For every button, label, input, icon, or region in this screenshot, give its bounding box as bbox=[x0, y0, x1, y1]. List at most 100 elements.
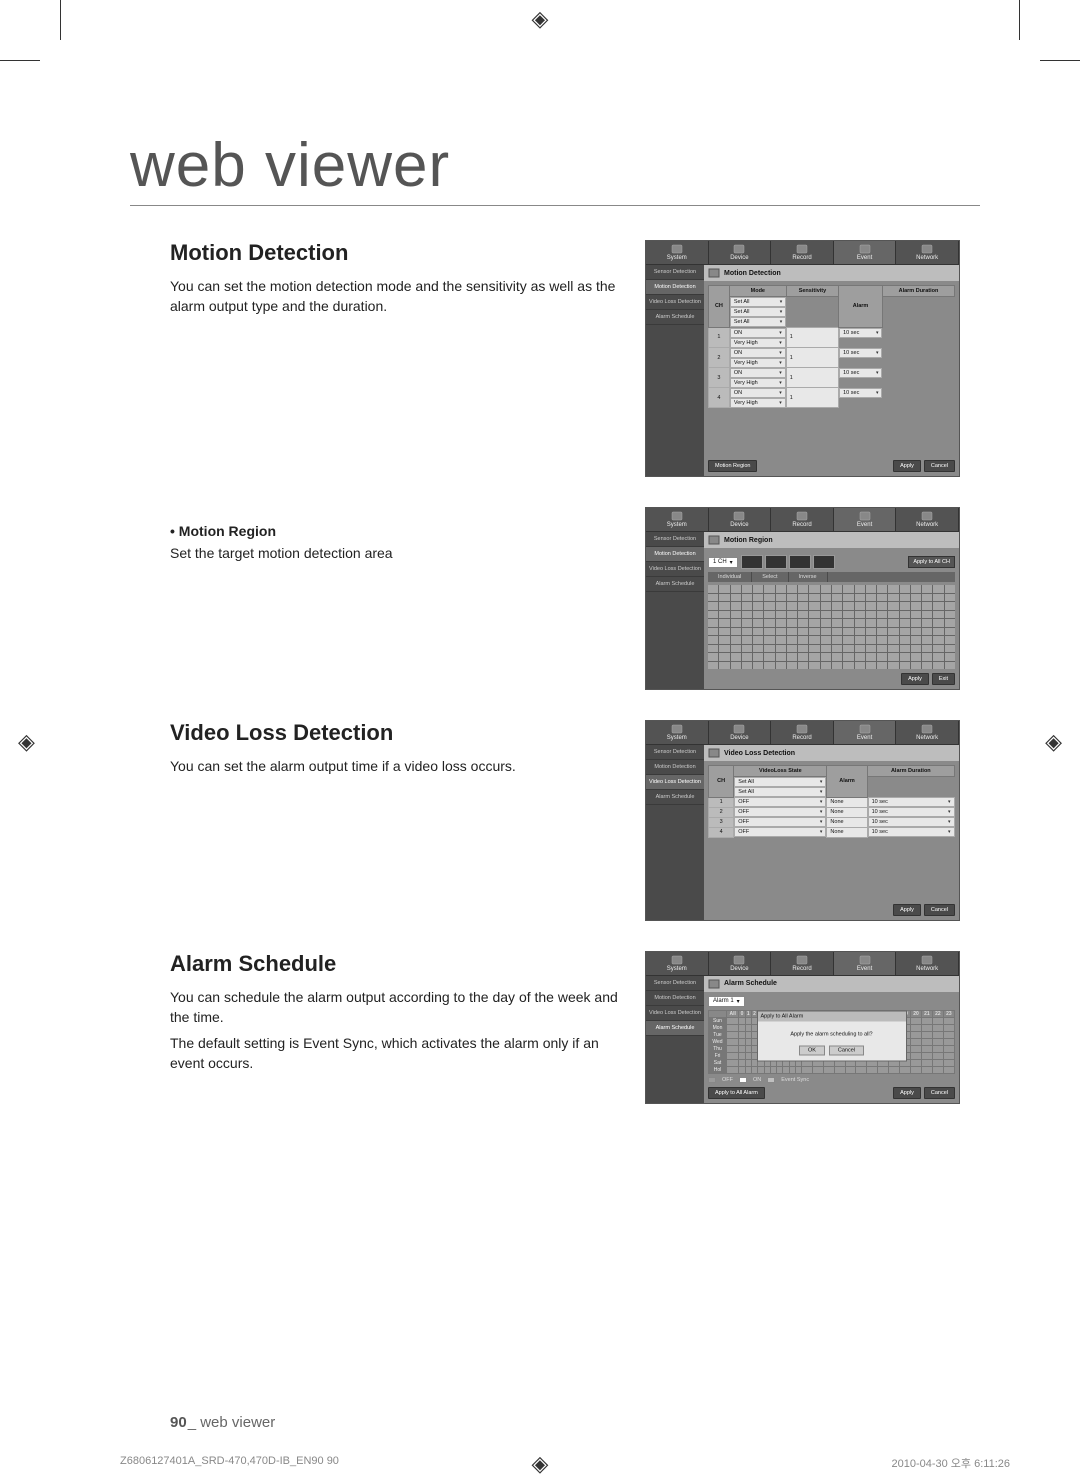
alarm-schedule-desc2: The default setting is Event Sync, which… bbox=[170, 1033, 627, 1074]
motion-region-desc: Set the target motion detection area bbox=[170, 543, 627, 563]
tab-event: Event bbox=[834, 508, 897, 531]
tab-network: Network bbox=[896, 952, 959, 975]
col-dur: Alarm Duration bbox=[882, 286, 954, 297]
alarm-select: Alarm 1 ▾ bbox=[708, 996, 745, 1007]
sidebar-item: Alarm Schedule bbox=[646, 1021, 704, 1036]
motion-detection-desc: You can set the motion detection mode an… bbox=[170, 276, 627, 317]
motion-grid bbox=[708, 585, 955, 669]
sidebar-item: Motion Detection bbox=[646, 760, 704, 775]
footer-text: web viewer bbox=[200, 1414, 275, 1431]
table-row: 4OFFNone10 sec bbox=[709, 827, 955, 837]
setall-dur: Set All bbox=[734, 787, 826, 797]
col-alarm: Alarm bbox=[839, 286, 883, 328]
dialog-title: Apply to All Alarm bbox=[758, 1012, 906, 1022]
panel-title: Motion Detection bbox=[704, 265, 959, 281]
table-row: 2OFFNone10 sec bbox=[709, 807, 955, 817]
channel-thumbs bbox=[741, 555, 835, 569]
cancel-button: Cancel bbox=[924, 460, 955, 472]
apply-button: Apply bbox=[893, 460, 921, 472]
table-row: 1OFFNone10 sec bbox=[709, 797, 955, 807]
motion-region-button: Motion Region bbox=[708, 460, 757, 472]
apply-all-ch-button: Apply to All CH bbox=[908, 556, 955, 568]
video-loss-desc: You can set the alarm output time if a v… bbox=[170, 756, 627, 776]
screenshot-motion-detection: SystemDeviceRecordEventNetworkSensor Det… bbox=[645, 240, 960, 477]
setall-state: Set All bbox=[734, 777, 826, 787]
panel-title: Alarm Schedule bbox=[704, 976, 959, 992]
tab-event: Event bbox=[834, 952, 897, 975]
sidebar-item: Motion Detection bbox=[646, 991, 704, 1006]
sidebar-item: Video Loss Detection bbox=[646, 775, 704, 790]
tab-network: Network bbox=[896, 721, 959, 744]
tab-record: Record bbox=[771, 952, 834, 975]
panel-title: Motion Region bbox=[704, 532, 959, 548]
dialog-cancel-button: Cancel bbox=[829, 1046, 864, 1056]
cancel-button: Cancel bbox=[924, 904, 955, 916]
dialog-ok-button: OK bbox=[799, 1046, 825, 1056]
tab-event: Event bbox=[834, 241, 897, 264]
col-alarm: Alarm bbox=[827, 766, 867, 798]
mode-Inverse: Inverse bbox=[789, 572, 828, 582]
col-state: VideoLoss State bbox=[734, 766, 827, 777]
exit-button: Exit bbox=[932, 673, 955, 685]
alarm-schedule-heading: Alarm Schedule bbox=[170, 951, 627, 977]
sidebar-item: Sensor Detection bbox=[646, 976, 704, 991]
tab-record: Record bbox=[771, 721, 834, 744]
print-metadata: Z6806127401A_SRD-470,470D-IB_EN90 90 201… bbox=[120, 1455, 1010, 1471]
table-row: 1ONVery High110 sec bbox=[709, 327, 955, 348]
print-date: 2010-04-30 오후 6:11:26 bbox=[891, 1455, 1010, 1471]
print-id: Z6806127401A_SRD-470,470D-IB_EN90 90 bbox=[120, 1455, 339, 1471]
page-title: web viewer bbox=[130, 130, 980, 206]
apply-button: Apply bbox=[893, 904, 921, 916]
apply-button: Apply bbox=[901, 673, 929, 685]
col-mode: Mode bbox=[729, 286, 786, 297]
setall-sens: Set All bbox=[730, 307, 786, 317]
screenshot-motion-region: SystemDeviceRecordEventNetworkSensor Det… bbox=[645, 507, 960, 690]
sidebar-item: Video Loss Detection bbox=[646, 295, 704, 310]
table-row: 3OFFNone10 sec bbox=[709, 817, 955, 827]
table-row: 3ONVery High110 sec bbox=[709, 368, 955, 388]
channel-select: 1 CH ▾ bbox=[708, 557, 738, 568]
tab-system: System bbox=[646, 508, 709, 531]
sidebar-item: Motion Detection bbox=[646, 280, 704, 295]
schedule-legend: OFFONEvent Sync bbox=[708, 1074, 955, 1083]
apply-button: Apply bbox=[893, 1087, 921, 1099]
tab-system: System bbox=[646, 241, 709, 264]
sidebar-item: Video Loss Detection bbox=[646, 562, 704, 577]
tab-device: Device bbox=[709, 952, 772, 975]
screenshot-video-loss: SystemDeviceRecordEventNetwork Sensor Det… bbox=[645, 720, 960, 921]
col-sens: Sensitivity bbox=[786, 286, 838, 297]
sidebar-item: Motion Detection bbox=[646, 547, 704, 562]
cancel-button: Cancel bbox=[924, 1087, 955, 1099]
tab-record: Record bbox=[771, 508, 834, 531]
dialog-body: Apply the alarm scheduling to all? bbox=[761, 1026, 903, 1044]
table-row: 4ONVery High110 sec bbox=[709, 388, 955, 408]
confirm-dialog: Apply to All Alarm Apply the alarm schedu… bbox=[757, 1011, 907, 1062]
col-ch: CH bbox=[709, 766, 734, 798]
tab-device: Device bbox=[709, 508, 772, 531]
page-footer: 90_ web viewer bbox=[170, 1414, 960, 1431]
col-dur: Alarm Duration bbox=[867, 766, 954, 777]
col-ch: CH bbox=[709, 286, 730, 328]
table-row: 2ONVery High110 sec bbox=[709, 348, 955, 368]
sidebar-item: Sensor Detection bbox=[646, 265, 704, 280]
sidebar-item: Video Loss Detection bbox=[646, 1006, 704, 1021]
screenshot-alarm-schedule: SystemDeviceRecordEventNetwork Sensor Det… bbox=[645, 951, 960, 1104]
tab-system: System bbox=[646, 721, 709, 744]
tab-device: Device bbox=[709, 241, 772, 264]
sidebar-item: Sensor Detection bbox=[646, 745, 704, 760]
setall-mode: Set All bbox=[730, 297, 786, 307]
apply-all-alarm-button: Apply to All Alarm bbox=[708, 1087, 765, 1099]
mode-Individual: Individual bbox=[708, 572, 752, 582]
mode-Select: Select bbox=[752, 572, 788, 582]
motion-region-heading: Motion Region bbox=[170, 523, 627, 539]
tab-event: Event bbox=[834, 721, 897, 744]
video-loss-heading: Video Loss Detection bbox=[170, 720, 627, 746]
sidebar-item: Alarm Schedule bbox=[646, 790, 704, 805]
sidebar-item: Alarm Schedule bbox=[646, 577, 704, 592]
tab-system: System bbox=[646, 952, 709, 975]
tab-network: Network bbox=[896, 508, 959, 531]
tab-network: Network bbox=[896, 241, 959, 264]
setall-dur: Set All bbox=[730, 317, 786, 327]
motion-detection-heading: Motion Detection bbox=[170, 240, 627, 266]
tab-device: Device bbox=[709, 721, 772, 744]
